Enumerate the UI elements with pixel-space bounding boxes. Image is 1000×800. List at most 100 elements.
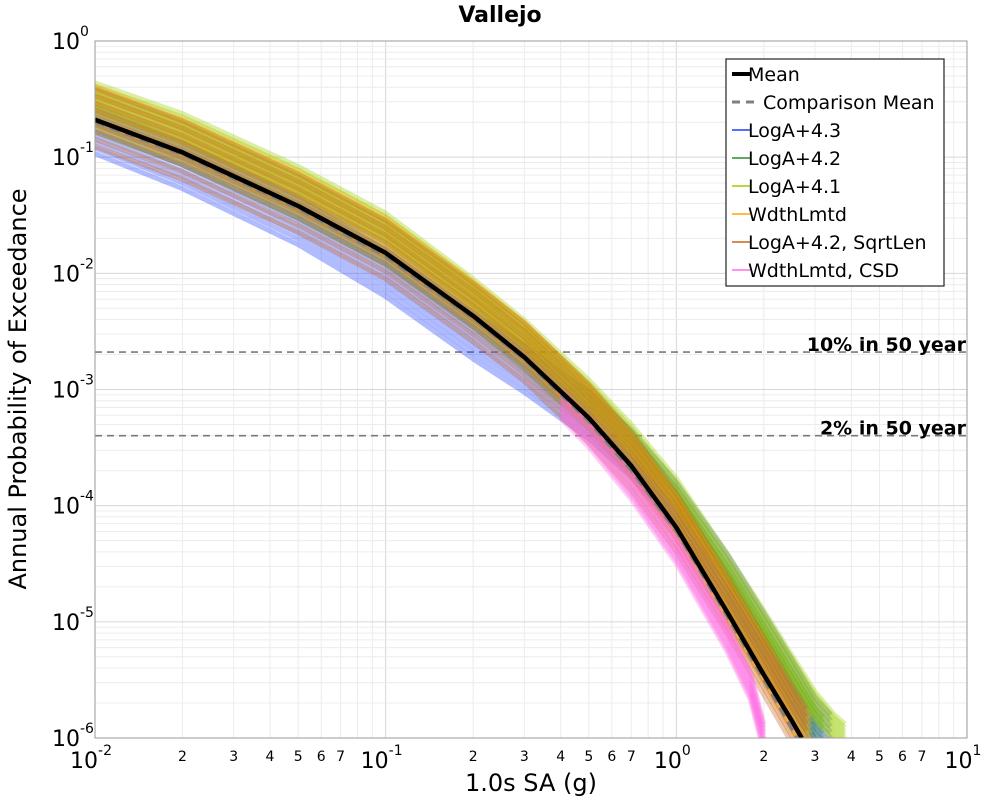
x-minor-tick-label: 6 (607, 749, 616, 765)
x-minor-tick-label: 2 (759, 749, 768, 765)
x-minor-tick-label: 4 (847, 749, 856, 765)
legend-item: Mean (732, 64, 800, 86)
series-line (95, 91, 847, 737)
series-line (95, 113, 822, 738)
y-tick-base: 10 (52, 611, 80, 636)
x-tick-base: 10 (361, 749, 389, 774)
series-line (95, 105, 837, 738)
y-tick-exponent: -4 (80, 489, 94, 505)
series-line (95, 151, 815, 738)
y-tick-label: 10-2 (52, 256, 94, 287)
series-line (95, 87, 847, 733)
legend-label: WdthLmtd, CSD (748, 260, 899, 282)
x-tick-base: 10 (654, 749, 682, 774)
x-minor-tick-label: 7 (336, 749, 345, 765)
series-line (95, 94, 847, 738)
series-line (95, 100, 809, 725)
series-line (95, 99, 813, 735)
series-line (95, 101, 841, 738)
x-tick-exponent: 1 (973, 743, 982, 759)
series-line (95, 85, 809, 711)
series-line (95, 107, 809, 732)
series-line (95, 84, 847, 730)
x-tick-label: 100 (654, 743, 691, 774)
legend-label: LogA+4.2, SqrtLen (748, 232, 927, 254)
y-tick-exponent: -5 (80, 605, 94, 621)
series-line (558, 409, 765, 738)
y-tick-exponent: -1 (80, 140, 94, 156)
series-line (95, 98, 826, 730)
x-minor-tick-label: 2 (178, 749, 187, 765)
series-line (95, 129, 811, 738)
series-line (95, 122, 833, 734)
series-line (95, 115, 809, 738)
x-minor-tick-label: 5 (294, 749, 303, 765)
series-line (558, 395, 767, 732)
legend-label: WdthLmtd (748, 204, 847, 226)
x-minor-tick-label: 6 (317, 749, 326, 765)
series-line (95, 103, 826, 735)
y-tick-base: 10 (52, 727, 80, 752)
x-tick-label: 10-1 (361, 743, 403, 774)
series-line (95, 108, 826, 738)
legend-box (725, 58, 945, 287)
y-tick-label: 100 (52, 24, 89, 55)
series-line (95, 92, 826, 724)
legend-label: LogA+4.2 (748, 148, 841, 170)
y-tick-label: 10-1 (52, 140, 94, 171)
series-line (95, 116, 833, 729)
series-line (558, 398, 767, 736)
x-minor-tick-label: 2 (469, 749, 478, 765)
reference-lines: 10% in 50 year 2% in 50 year (95, 334, 967, 440)
series-line (95, 83, 813, 719)
series-line (95, 80, 847, 726)
series-line (95, 104, 833, 717)
x-axis-label: 1.0s SA (g) (465, 769, 597, 797)
series-band (95, 80, 847, 738)
series-line (95, 93, 809, 718)
legend-item: Comparison Mean (732, 92, 935, 114)
series-line (95, 125, 800, 738)
y-tick-label: 10-3 (52, 373, 94, 404)
series-line (558, 405, 766, 738)
legend-item: LogA+4.2, SqrtLen (732, 232, 927, 254)
legend-label: Mean (748, 64, 800, 86)
legend: Mean Comparison Mean LogA+4.3 LogA+4.2 LogA+… (725, 58, 945, 287)
x-minor-tick-label: 5 (875, 749, 884, 765)
y-tick-label: 10-5 (52, 605, 94, 636)
series-line (95, 108, 834, 738)
x-minor-tick-label: 3 (811, 749, 820, 765)
plot-frame (94, 40, 968, 739)
series-line (558, 412, 764, 738)
series-line (95, 98, 845, 738)
x-tick-exponent: -1 (389, 743, 403, 759)
series-line (95, 87, 826, 719)
x-tick-base: 10 (945, 749, 973, 774)
y-tick-exponent: -6 (80, 721, 94, 737)
reference-line-label: 10% in 50 year (807, 334, 967, 356)
y-tick-base: 10 (52, 262, 80, 287)
x-minor-tick-label: 4 (556, 749, 565, 765)
y-axis-label: Annual Probability of Exceedance (4, 188, 32, 589)
y-tick-label: 10-4 (52, 489, 94, 520)
y-tick-base: 10 (52, 146, 80, 171)
x-tick-exponent: 0 (682, 743, 691, 759)
y-tick-base: 10 (52, 379, 80, 404)
y-tick-base: 10 (52, 30, 80, 55)
legend-item: LogA+4.1 (732, 176, 841, 198)
series-line (95, 145, 819, 738)
series-line (558, 402, 767, 738)
x-minor-tick-label: 7 (627, 749, 636, 765)
series-line (95, 89, 813, 724)
legend-label: LogA+4.3 (748, 120, 841, 142)
y-tick-base: 10 (52, 495, 80, 520)
chart-title: Vallejo (458, 3, 541, 28)
series-line (95, 136, 797, 738)
y-tick-exponent: -2 (80, 256, 94, 272)
legend-item: LogA+4.3 (732, 120, 841, 142)
series-curves (95, 80, 847, 738)
series-line (95, 128, 833, 738)
x-tick-label: 101 (945, 743, 982, 774)
